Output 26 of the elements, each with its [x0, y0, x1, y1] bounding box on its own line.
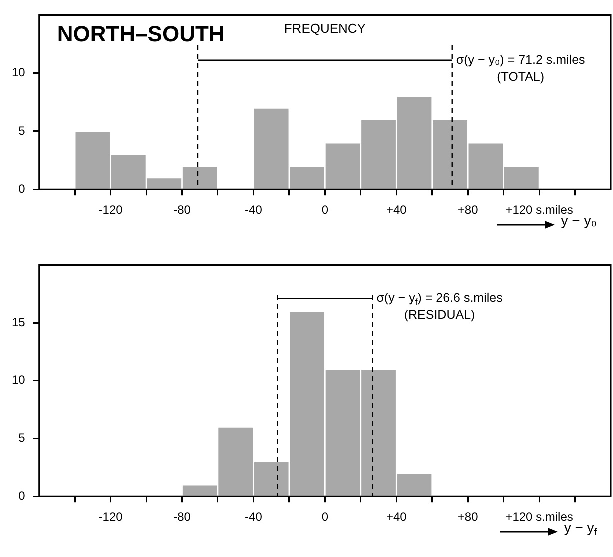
x-tick-label: +40 [386, 510, 408, 524]
annotation: (TOTAL) [497, 70, 545, 84]
y-tick-label: 5 [18, 124, 26, 138]
x-tick-label: 0 [322, 510, 329, 524]
x-tick-label: -40 [245, 510, 263, 524]
x-tick-label: +120 s.miles [506, 510, 574, 524]
x-tick-label: +80 [458, 510, 479, 524]
x-tick-label: -80 [174, 510, 192, 524]
annotation: σ(y − y₀) = 71.2 s.miles [456, 52, 586, 67]
x-tick-label: -120 [98, 510, 124, 524]
y-tick-label: 0 [18, 182, 26, 196]
y-tick-label: 5 [18, 431, 26, 446]
x-tick-label: +80 [458, 203, 479, 218]
x-tick-label: +120 s.miles [506, 203, 574, 218]
y-tick-label: 10 [12, 373, 26, 388]
y-tick-label: 0 [18, 488, 26, 503]
x-tick-label: 0 [322, 203, 329, 218]
x-tick-label: +40 [386, 203, 408, 218]
x-tick-label: -120 [98, 203, 124, 218]
y-axis-title: FREQUENCY [284, 20, 366, 36]
x-tick-label: -40 [245, 203, 263, 218]
y-tick-label: 10 [12, 66, 26, 80]
y-tick-label: 15 [12, 315, 26, 330]
annotation: (RESIDUAL) [404, 308, 476, 322]
x-tick-label: -80 [174, 203, 192, 218]
chart-title: NORTH–SOUTH [57, 21, 225, 46]
